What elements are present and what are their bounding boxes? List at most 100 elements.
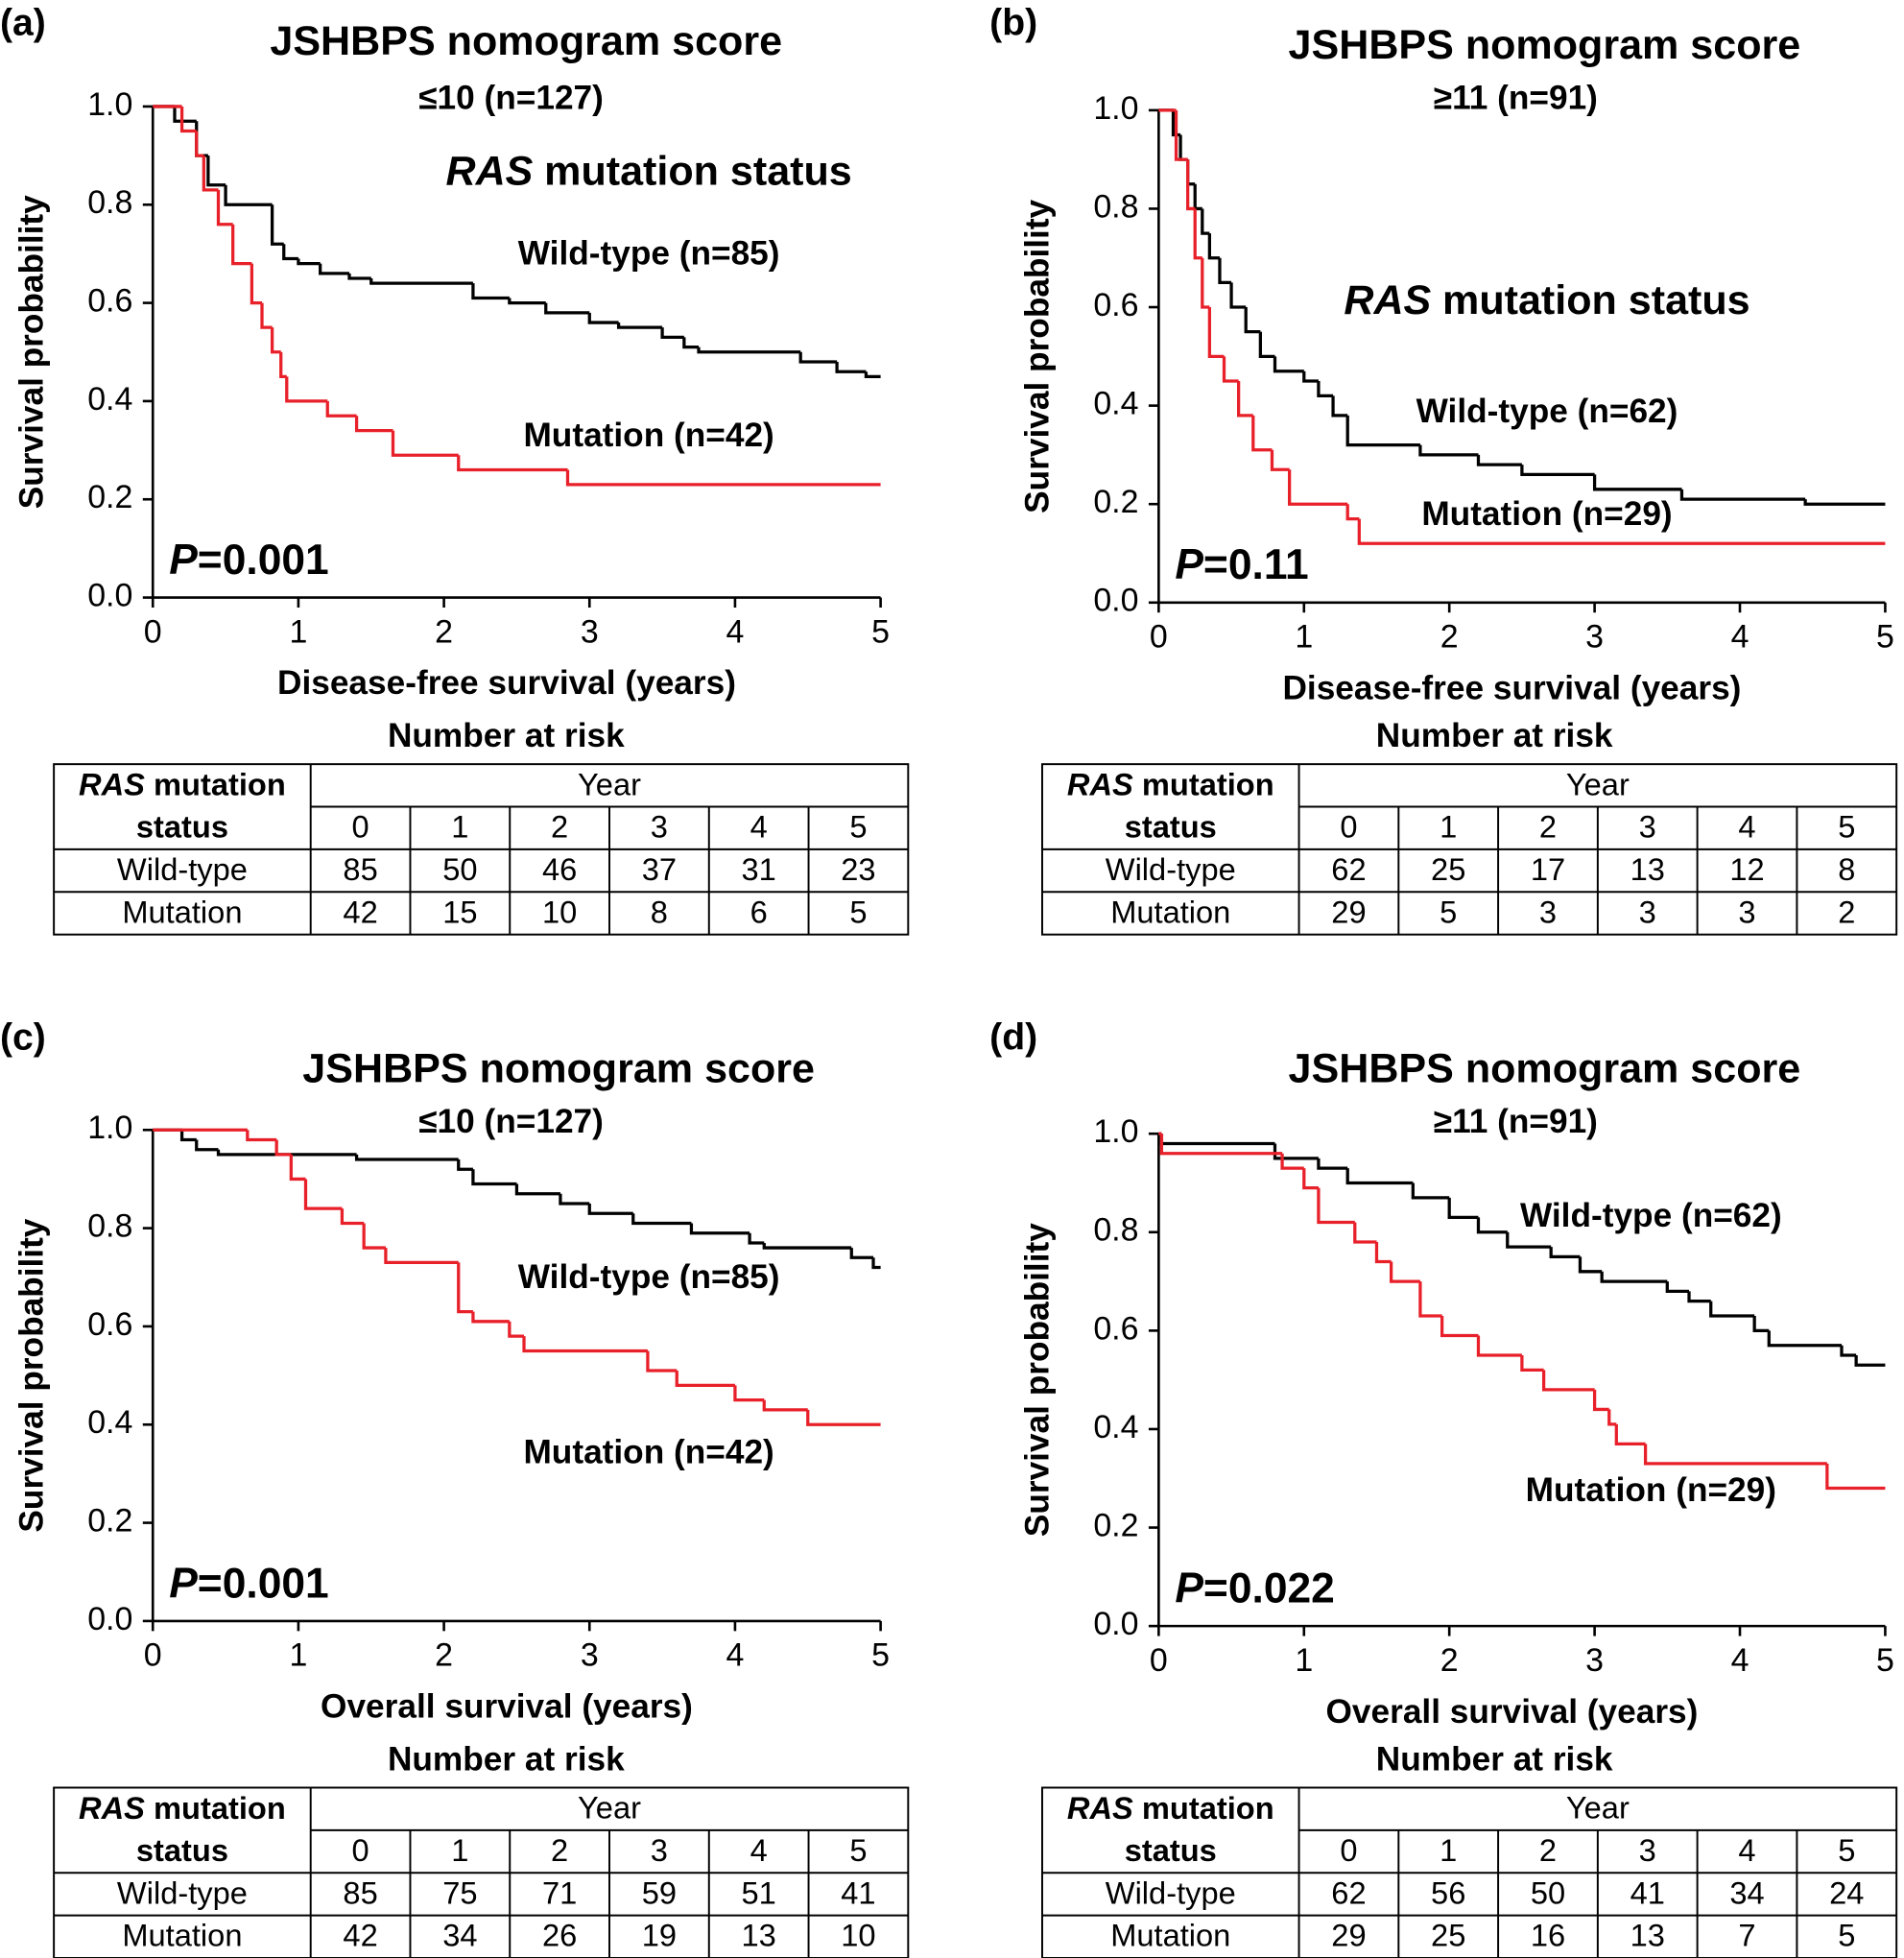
x-tick-label: 0 — [144, 613, 162, 650]
survival-step — [835, 361, 867, 373]
y-tick-label: 1.0 — [1093, 90, 1138, 127]
table-cell: 85 — [343, 1874, 377, 1910]
survival-step — [319, 263, 349, 275]
survival-step — [864, 371, 881, 378]
survival-step — [1607, 1409, 1617, 1426]
survival-step — [285, 376, 328, 403]
y-tick-label: 0.0 — [1093, 583, 1138, 619]
survival-step — [270, 204, 284, 246]
survival-step — [260, 302, 273, 329]
table-cell: 10 — [542, 894, 577, 929]
legend-entry: Wild-type (n=62) — [1520, 1197, 1782, 1234]
y-tick-label: 0.2 — [87, 479, 132, 515]
survival-step — [682, 337, 700, 349]
x-tick-label: 2 — [1440, 619, 1459, 656]
table-year: 0 — [352, 1832, 369, 1868]
survival-step — [689, 1223, 750, 1235]
survival-step — [1186, 159, 1196, 211]
survival-step — [1752, 1315, 1770, 1332]
survival-step — [216, 1149, 357, 1157]
chart-title: JSHBPS nomogram score — [1289, 1045, 1801, 1091]
survival-step — [1302, 370, 1319, 383]
survival-step — [1643, 1444, 1827, 1466]
x-tick-label: 2 — [1440, 1642, 1459, 1679]
group-header-italic: RAS — [79, 766, 145, 801]
table-title: Number at risk — [1376, 717, 1613, 754]
survival-step — [246, 1130, 277, 1142]
survival-step — [354, 1154, 459, 1161]
y-tick-label: 1.0 — [87, 1110, 132, 1146]
survival-step — [1440, 1315, 1479, 1338]
survival-step — [1159, 1134, 1275, 1146]
y-tick-label: 1.0 — [87, 86, 132, 123]
chart-subtitle: ≥11 (n=91) — [1434, 1103, 1598, 1140]
survival-step — [457, 1262, 473, 1314]
survival-step — [1476, 1335, 1522, 1357]
table-cell: 34 — [442, 1918, 477, 1953]
survival-step — [1280, 1153, 1304, 1170]
y-tick-label: 0.8 — [87, 184, 132, 221]
table-cell: 59 — [642, 1874, 677, 1910]
table-cell: 34 — [1729, 1874, 1764, 1910]
survival-step — [1229, 282, 1247, 309]
x-tick-label: 2 — [435, 613, 453, 650]
table-cell: 13 — [742, 1918, 776, 1953]
table-cell: 10 — [841, 1918, 875, 1953]
survival-step — [347, 273, 371, 280]
survival-step — [1600, 1271, 1668, 1283]
survival-step — [1520, 1355, 1544, 1373]
table-group-header: RAS mutation — [1067, 766, 1274, 801]
table-cell: 50 — [1531, 1874, 1565, 1910]
survival-step — [733, 1385, 765, 1402]
survival-step — [1506, 1231, 1552, 1249]
survival-step — [697, 346, 801, 354]
table-year: 5 — [1838, 809, 1855, 845]
table-row-name: Wild-type — [117, 851, 248, 887]
group-header-text: mutation — [154, 1790, 286, 1826]
chart-subtitle: ≥11 (n=91) — [1434, 80, 1598, 117]
survival-step — [1854, 1355, 1886, 1367]
survival-step — [1159, 1134, 1283, 1156]
table-cell: 25 — [1431, 851, 1465, 887]
survival-step — [1174, 109, 1188, 161]
x-tick-label: 0 — [1150, 619, 1168, 656]
table-cell: 5 — [849, 894, 867, 929]
table-year: 0 — [1340, 809, 1357, 845]
table-group-header: status — [136, 1832, 228, 1868]
survival-step — [179, 1130, 197, 1142]
survival-step — [1345, 415, 1420, 447]
chart-title: JSHBPS nomogram score — [302, 1045, 815, 1091]
y-tick-label: 0.6 — [87, 283, 132, 320]
group-header-text: mutation — [1142, 766, 1274, 801]
survival-step — [1709, 1301, 1755, 1318]
table-year: 3 — [651, 809, 668, 845]
survival-step — [587, 1204, 633, 1215]
table-cell: 50 — [442, 851, 477, 887]
y-tick-label: 0.0 — [87, 1601, 132, 1637]
survival-step — [1767, 1330, 1842, 1348]
survival-step — [1592, 1389, 1609, 1412]
survival-step — [1317, 380, 1334, 397]
y-tick-label: 0.4 — [1093, 1409, 1138, 1445]
table-cell: 23 — [841, 851, 875, 887]
survival-step — [798, 351, 838, 364]
x-tick-label: 1 — [1295, 619, 1313, 656]
table-year: 2 — [1539, 1832, 1557, 1868]
survival-step — [1258, 331, 1275, 358]
table-row-name: Wild-type — [117, 1874, 248, 1910]
survival-step — [1418, 444, 1479, 457]
survival-step — [216, 189, 233, 227]
table-row-name: Mutation — [122, 894, 242, 929]
survival-step — [762, 1399, 808, 1412]
table-cell: 6 — [750, 894, 768, 929]
x-tick-label: 4 — [1731, 1642, 1749, 1679]
survival-step — [1273, 1143, 1319, 1160]
y-tick-label: 0.2 — [1093, 484, 1138, 520]
table-cell: 8 — [1838, 851, 1855, 887]
table-cell: 26 — [542, 1918, 577, 1953]
survival-step — [1549, 1247, 1581, 1259]
survival-step — [1251, 415, 1273, 452]
survival-step — [325, 400, 357, 418]
